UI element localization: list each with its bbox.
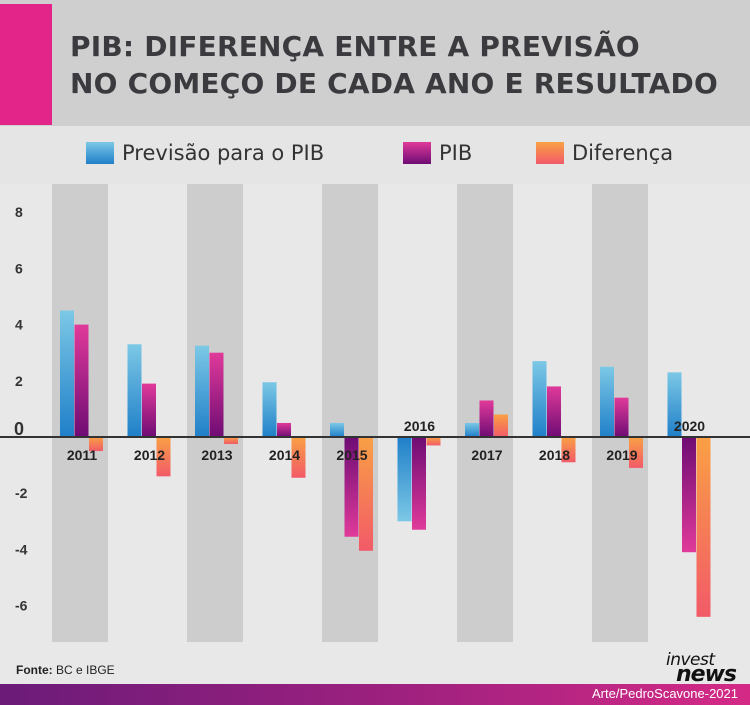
bar-diferenca-2018: [561, 437, 576, 463]
year-band-2015: [322, 184, 378, 642]
credit-bar: Arte/PedroScavone-2021: [0, 684, 750, 705]
y-tick-label: 2: [15, 373, 23, 389]
bar-diferenca-2020: [696, 437, 711, 617]
bar-pib-2014: [277, 422, 291, 437]
bar-pib-2018: [547, 386, 561, 437]
logo-line-2: news: [676, 662, 737, 687]
x-tick-label-2013: 2013: [201, 447, 232, 463]
source-label: Fonte:: [16, 663, 53, 677]
bar-diferenca-2019: [629, 437, 643, 468]
x-tick-label-2011: 2011: [67, 447, 98, 463]
y-tick-label: -4: [15, 541, 28, 557]
bar-diferenca-2016: [426, 437, 441, 446]
bar-pib-2016: [412, 437, 426, 530]
bar-pib-2019: [614, 397, 629, 437]
bar-pib-2020: [682, 437, 696, 553]
legend-label-pib: PIB: [439, 141, 473, 165]
x-tick-label-2020: 2020: [674, 418, 705, 434]
legend-item-pib: PIB: [403, 140, 472, 166]
bar-pib-2011: [74, 324, 89, 437]
legend-swatch-pib: [403, 142, 431, 164]
legend-swatch-previsao: [86, 142, 114, 164]
bar-diferenca-2012: [156, 437, 171, 477]
x-tick-label-2019: 2019: [606, 447, 637, 463]
y-tick-label: 0: [14, 419, 24, 439]
y-tick-label: -2: [15, 485, 28, 501]
source-text: BC e IBGE: [56, 663, 115, 677]
x-tick-label-2015: 2015: [336, 447, 367, 463]
legend-item-diferenca: Diferença: [536, 140, 673, 166]
bar-diferenca-2014: [291, 437, 306, 478]
title-line-2: NO COMEÇO DE CADA ANO E RESULTADO: [70, 67, 718, 100]
x-tick-label-2016: 2016: [404, 418, 435, 434]
bar-previsao-2020: [667, 372, 682, 437]
bar-diferenca-2017: [494, 414, 508, 437]
y-tick-label: 8: [15, 204, 23, 220]
x-tick-label-2012: 2012: [134, 447, 165, 463]
x-tick-label-2018: 2018: [539, 447, 570, 463]
title-line-1: PIB: DIFERENÇA ENTRE A PREVISÃO: [70, 30, 640, 63]
source-note: Fonte: BC e IBGE: [16, 663, 115, 677]
y-tick-label: 4: [15, 317, 23, 333]
bar-chart: 8 6 4 2 0 -2 -4 -6 2011 2012 2013 2014 2015 2016 2017…: [0, 184, 750, 642]
chart-area: 8 6 4 2 0 -2 -4 -6 2011 2012 2013 2014 2015 2016 2017…: [0, 184, 750, 642]
header: PIB: DIFERENÇA ENTRE A PREVISÃO NO COMEÇ…: [0, 0, 750, 126]
y-tick-label: 6: [15, 260, 23, 276]
logo-line-1: invest: [666, 650, 715, 670]
chart-title: PIB: DIFERENÇA ENTRE A PREVISÃO NO COMEÇ…: [70, 28, 740, 102]
bar-previsao-2012: [127, 344, 142, 437]
bar-previsao-2011: [60, 310, 74, 437]
legend-item-previsao: Previsão para o PIB: [86, 140, 324, 166]
legend-label-diferenca: Diferença: [572, 141, 674, 165]
bar-diferenca-2013: [224, 437, 238, 445]
x-tick-label-2017: 2017: [471, 447, 502, 463]
investnews-logo: invest news: [666, 650, 737, 687]
bar-pib-2015: [344, 437, 359, 537]
bar-diferenca-2015: [359, 437, 373, 551]
bar-pib-2017: [479, 400, 494, 437]
legend: Previsão para o PIB PIB Diferença: [0, 126, 750, 184]
legend-swatch-diferenca: [536, 142, 564, 164]
bar-previsao-2013: [195, 345, 209, 437]
bar-previsao-2017: [465, 422, 479, 437]
accent-bar: [0, 4, 52, 125]
bar-diferenca-2011: [89, 437, 103, 452]
bar-previsao-2014: [262, 382, 277, 437]
bar-previsao-2018: [532, 361, 547, 437]
legend-label-previsao: Previsão para o PIB: [122, 141, 325, 165]
credit-text: Arte/PedroScavone-2021: [592, 686, 738, 701]
bar-previsao-2019: [600, 366, 614, 437]
footer: Fonte: BC e IBGE invest news: [0, 642, 750, 687]
bar-previsao-2016: [397, 437, 412, 522]
bar-pib-2013: [209, 352, 224, 437]
bar-pib-2012: [142, 383, 156, 437]
bar-previsao-2015: [330, 422, 344, 437]
x-tick-label-2014: 2014: [269, 447, 300, 463]
y-tick-label: -6: [15, 598, 28, 614]
